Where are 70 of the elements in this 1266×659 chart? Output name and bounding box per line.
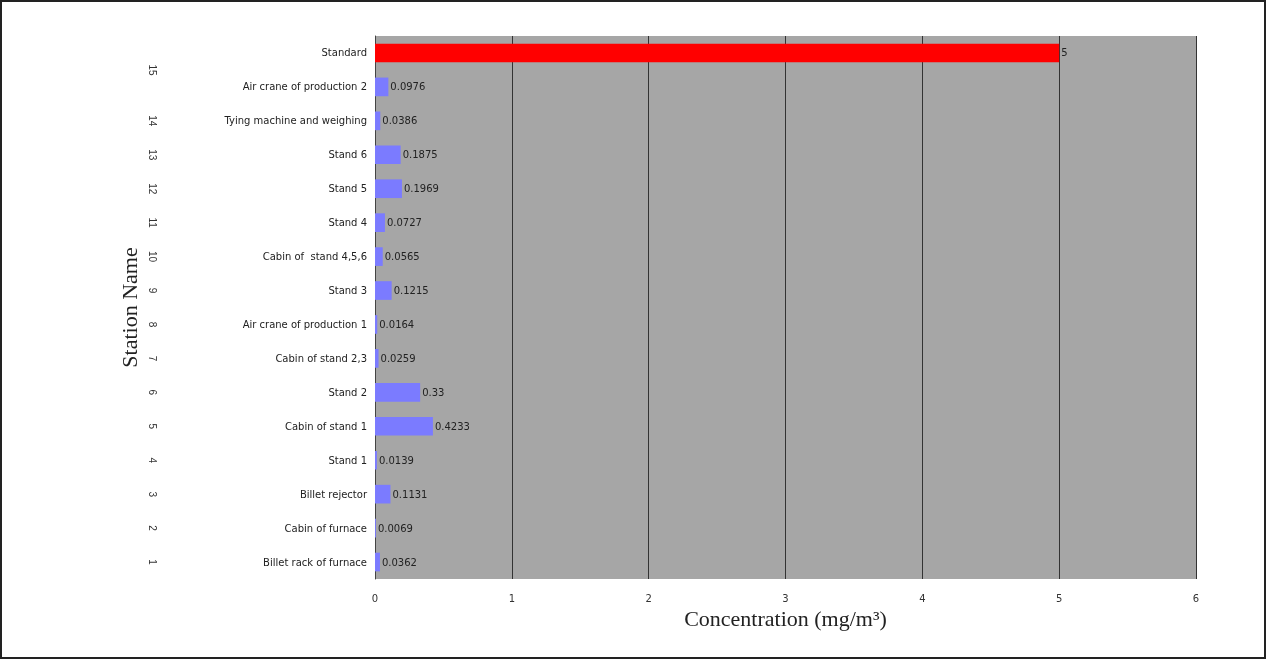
x-axis-title: Concentration (mg/m³): [684, 606, 887, 632]
bar: [375, 77, 389, 97]
y-tick-label: Cabin of furnace: [284, 522, 367, 534]
y-tick-label: Air crane of production 2: [242, 81, 367, 93]
data-label: 0.0362: [381, 556, 417, 568]
x-tick-label: 4: [919, 592, 926, 604]
bar: [375, 416, 433, 436]
text: 13: [146, 149, 158, 161]
x-tick-label: 1: [508, 592, 516, 604]
text: 15: [146, 64, 158, 76]
data-label: 0.1969: [403, 183, 439, 195]
y-tick-label: Stand 5: [328, 183, 367, 195]
bar: [375, 179, 402, 199]
data-label: 0.1131: [392, 488, 428, 500]
y-tick-label: Billet rack of furnace: [263, 556, 367, 568]
bar: [375, 111, 381, 131]
y-tick-label: Tying machine and weighing: [223, 115, 367, 127]
text: 7: [146, 355, 158, 362]
x-tick-label: 5: [1055, 592, 1063, 604]
data-label: 0.0386: [382, 115, 418, 127]
bar: [375, 213, 385, 232]
bar: [375, 484, 391, 504]
data-label: 0.0139: [378, 454, 414, 466]
data-label: 0.0259: [380, 352, 416, 364]
bar: [375, 145, 401, 165]
data-label: 0.0069: [377, 522, 413, 534]
bar: [375, 43, 1060, 63]
text: 9: [146, 287, 158, 294]
bar: [375, 247, 383, 266]
text: 11: [146, 217, 158, 229]
text: 2: [146, 525, 158, 532]
y-tick-label: Standard: [321, 47, 367, 59]
text: 5: [146, 423, 158, 430]
x-tick-label: 3: [782, 592, 789, 604]
text: 14: [146, 115, 158, 127]
text: 1: [146, 559, 158, 566]
y-tick-label: Stand 6: [328, 149, 367, 161]
y-tick-label: Stand 3: [328, 285, 367, 297]
x-tick-label: 0: [371, 592, 379, 604]
data-label: 0.4233: [434, 420, 470, 432]
data-label: 0.0164: [379, 318, 415, 330]
y-tick-label: Stand 1: [328, 454, 367, 466]
text: 3: [146, 491, 158, 498]
data-label: 0.0565: [384, 251, 420, 263]
y-tick-label: Air crane of production 1: [242, 318, 367, 330]
bar: [375, 349, 379, 368]
y-tick-label: Cabin of stand 4,5,6: [262, 251, 367, 263]
y-tick-label: Stand 4: [328, 217, 367, 229]
text: 8: [146, 321, 158, 328]
text: 10: [146, 251, 158, 263]
text: 12: [146, 183, 158, 195]
bar: [375, 281, 392, 300]
x-tick-label: 2: [645, 592, 652, 604]
text: 6: [146, 389, 158, 396]
y-axis-title: Station Name: [116, 247, 142, 368]
bar: [375, 315, 378, 334]
data-label: 0.1875: [402, 149, 438, 161]
y-tick-label: Cabin of stand 1: [284, 420, 367, 432]
y-tick-label: Cabin of stand 2,3: [275, 352, 367, 364]
y-tick-label: Billet rejector: [299, 488, 368, 500]
data-label: 0.33: [422, 386, 445, 398]
bar: [375, 552, 380, 572]
data-label: 0.1215: [393, 285, 429, 297]
y-tick-label: Stand 2: [328, 386, 367, 398]
data-label: 0.0976: [390, 81, 426, 93]
x-tick-label: 6: [1192, 592, 1200, 604]
data-label: 0.0727: [386, 217, 422, 229]
text: 4: [146, 457, 158, 464]
data-label: 5: [1061, 47, 1068, 59]
bar: [375, 383, 421, 402]
